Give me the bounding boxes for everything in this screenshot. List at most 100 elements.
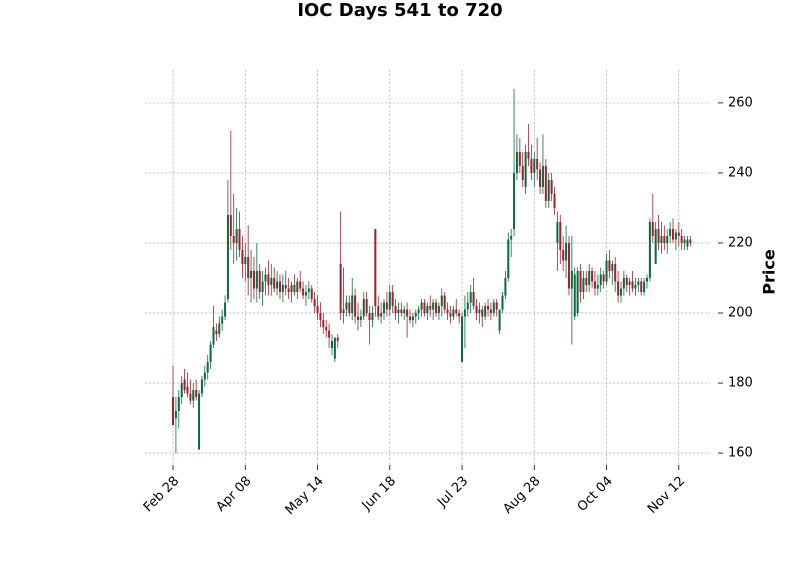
candle-body (310, 288, 313, 300)
candle-body (472, 292, 475, 307)
candle-body (492, 302, 495, 314)
candle-body (452, 309, 455, 317)
candle-body (553, 193, 556, 208)
candle-body (281, 285, 284, 293)
candle-body (365, 299, 368, 314)
candle-body (189, 393, 192, 401)
candle-body (391, 292, 394, 307)
candle-body (611, 263, 614, 272)
candle-body (556, 221, 559, 243)
y-tick-label: 220 (728, 235, 753, 250)
x-tick-label: Apr 08 (213, 474, 254, 515)
candle-body (498, 309, 501, 331)
candle-body (683, 239, 686, 243)
candle-body (333, 337, 336, 359)
candle-body (469, 292, 472, 303)
candle-body (579, 271, 582, 293)
candle-body (304, 292, 307, 296)
candle-body (244, 256, 247, 264)
candle-body (172, 397, 175, 426)
candle-body (388, 292, 391, 310)
candle-body (218, 323, 221, 335)
candle-body (593, 281, 596, 289)
x-tick-label: Aug 28 (500, 474, 543, 517)
candle-body (354, 295, 357, 317)
candle-body (322, 320, 325, 328)
candle-body (567, 242, 570, 289)
candle-body (261, 281, 264, 293)
candle-body (180, 383, 183, 398)
candle-body (203, 372, 206, 380)
candle-body (377, 306, 380, 317)
candle-body (570, 271, 573, 289)
chart-title: IOC Days 541 to 720 (297, 0, 502, 21)
candle-body (481, 309, 484, 317)
candle-body (278, 281, 281, 293)
candle-body (663, 235, 666, 243)
candle-body (252, 271, 255, 289)
candle-body (374, 228, 377, 307)
candle-body (521, 165, 524, 180)
candle-body (403, 309, 406, 314)
candle-body (544, 165, 547, 201)
candle-body (296, 281, 299, 293)
candle-body (651, 221, 654, 236)
candle-body (463, 309, 466, 317)
candle-body (238, 228, 241, 250)
candle-body (669, 228, 672, 236)
candle-body (582, 278, 585, 293)
candle-body (458, 313, 461, 317)
candle-body (513, 172, 516, 229)
candle-body (487, 306, 490, 310)
candle-body (371, 313, 374, 321)
x-tick-label: Jul 23 (434, 474, 471, 511)
candle-body (446, 309, 449, 314)
candle-body (475, 306, 478, 314)
candle-body (455, 309, 458, 314)
candle-body (689, 239, 692, 243)
candle-body (224, 302, 227, 317)
candle-body (382, 302, 386, 314)
candle-body (409, 316, 412, 321)
candle-body (342, 309, 345, 314)
candle-body (484, 306, 487, 317)
candle-body (435, 302, 438, 314)
candle-body (539, 169, 542, 187)
candle-body (183, 379, 186, 391)
candle-body (648, 221, 651, 279)
candle-body (273, 278, 276, 289)
candle-body (264, 274, 267, 282)
y-tick-label: 160 (728, 446, 753, 461)
candle-body (559, 221, 562, 250)
candle-body (420, 302, 423, 310)
x-tick-label: Jun 18 (359, 474, 399, 514)
candle-body (362, 299, 365, 317)
candle-body (674, 232, 677, 240)
candle-body (258, 271, 261, 293)
candle-body (174, 411, 177, 419)
candle-body (625, 278, 628, 286)
candle-body (614, 263, 617, 282)
candle-body (524, 151, 527, 187)
candle-body (351, 295, 354, 314)
candle-body (440, 295, 443, 307)
candle-body (657, 228, 660, 243)
candle-body (527, 151, 530, 159)
candle-body (302, 288, 305, 296)
candle-body (619, 288, 622, 296)
candle-body (507, 239, 510, 279)
candle-body (255, 271, 258, 289)
y-tick-label: 200 (728, 306, 753, 321)
y-tick-label: 260 (728, 95, 753, 110)
candle-body (385, 302, 388, 310)
candle-body (501, 295, 504, 310)
candle-body (588, 271, 591, 286)
candle-body (417, 309, 420, 314)
candle-body (550, 179, 553, 194)
candle-body (637, 281, 640, 286)
candle-body (270, 278, 273, 286)
candle-body (634, 285, 637, 289)
candle-body (339, 263, 342, 314)
candle-body (461, 316, 464, 363)
candle-body (380, 313, 383, 317)
